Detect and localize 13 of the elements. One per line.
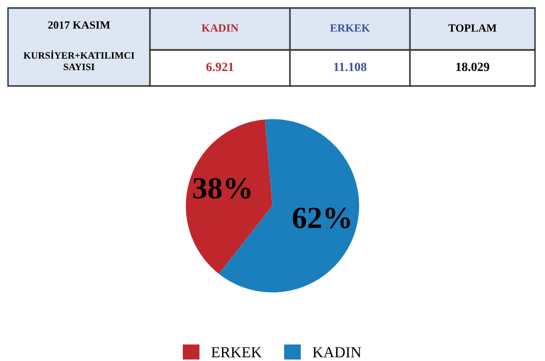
text: ERKEK <box>330 24 370 32</box>
text: KADIN <box>202 24 238 32</box>
legend-label: ERKEK <box>211 347 262 358</box>
data-label: 62% <box>292 208 350 228</box>
text: 18.029 <box>456 62 490 72</box>
text: KURSİYER+KATILIMCI SAYISI <box>24 50 134 70</box>
legend-label: KADIN <box>312 347 362 358</box>
text: 6.921 <box>206 62 234 72</box>
text: 11.108 <box>334 62 366 72</box>
text: 2017 KASIM <box>48 21 110 29</box>
data-label: 38% <box>193 178 250 199</box>
text: TOPLAM <box>448 24 496 32</box>
pie-slice <box>186 119 272 274</box>
